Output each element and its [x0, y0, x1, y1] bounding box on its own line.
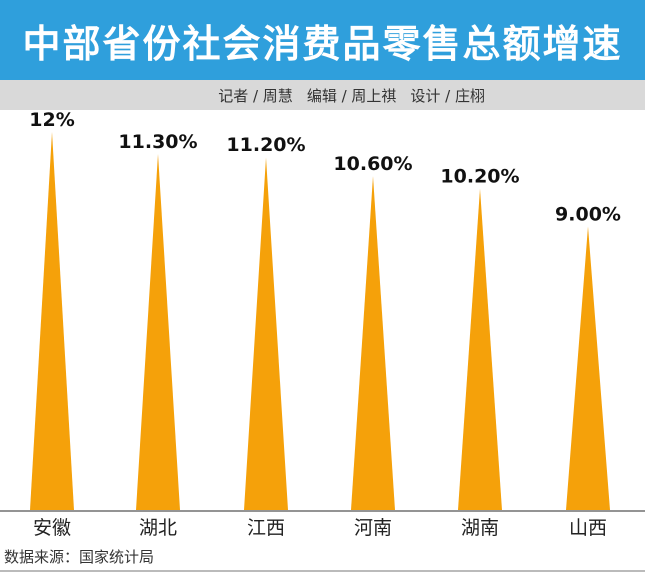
design-credit: 设计 / 庄栩 [410, 86, 485, 105]
bottom-divider [0, 570, 645, 572]
credit-bar: 记者 / 周慧 编辑 / 周上祺 设计 / 庄栩 [0, 80, 645, 110]
category-label-2: 湖北 [139, 517, 177, 539]
value-label-1: 12% [29, 110, 74, 131]
value-label-6: 9.00% [555, 204, 621, 226]
bar-1 [30, 132, 74, 510]
title-bar: 中部省份社会消费品零售总额增速 [0, 0, 645, 80]
category-label-6: 山西 [569, 517, 607, 539]
reporter-credit: 记者 / 周慧 [218, 86, 293, 105]
value-label-4: 10.60% [333, 153, 412, 175]
category-label-5: 湖南 [461, 517, 499, 539]
bar-3 [244, 157, 288, 510]
data-source: 数据来源：国家统计局 [4, 548, 155, 566]
category-label-4: 河南 [354, 517, 392, 539]
editor-credit: 编辑 / 周上祺 [306, 86, 397, 105]
value-label-5: 10.20% [440, 166, 519, 188]
chart-area: 12% 安徽 11.30% 湖北 11.20% 江西 10.60% 河南 10.20% 湖南 9.0… [0, 110, 645, 539]
category-label-1: 安徽 [33, 517, 71, 539]
category-label-3: 江西 [247, 517, 285, 539]
value-label-3: 11.20% [226, 134, 305, 156]
bar-2 [136, 154, 180, 511]
bar-6 [566, 226, 610, 510]
chart-title: 中部省份社会消费品零售总额增速 [22, 21, 623, 66]
value-label-2: 11.30% [118, 131, 197, 153]
bar-5 [458, 188, 502, 510]
bar-4 [351, 176, 395, 510]
